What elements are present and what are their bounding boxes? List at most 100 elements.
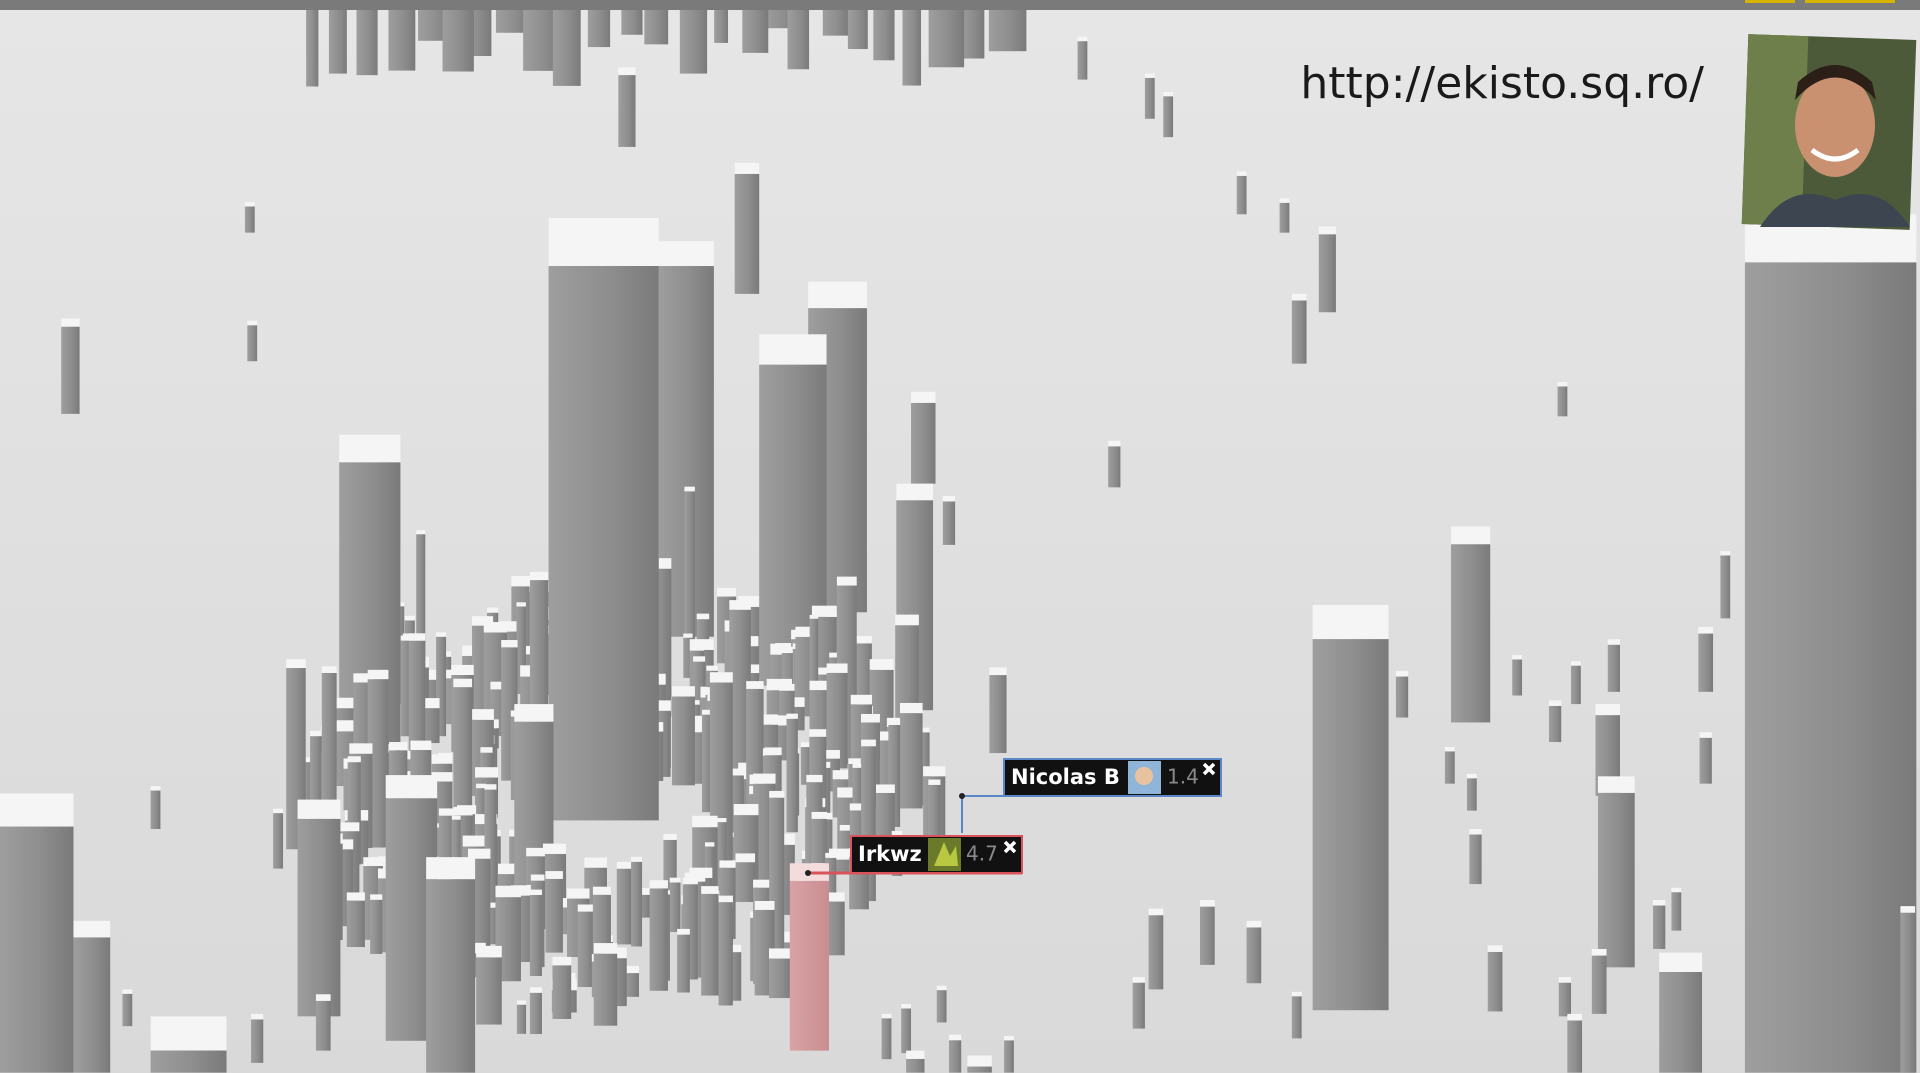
building-face [400, 640, 413, 737]
building-roof [484, 784, 497, 790]
building-face [899, 713, 923, 809]
anchor-dot [805, 870, 811, 876]
building-roof [800, 742, 812, 748]
building-roof [825, 852, 837, 858]
building-roof [339, 822, 360, 832]
building-roof [672, 686, 695, 697]
building-face [649, 888, 668, 991]
building-face [1659, 971, 1703, 1073]
toolbar-button[interactable] [1745, 0, 1795, 3]
building-roof [753, 879, 771, 888]
building-roof [753, 773, 776, 784]
building-face [1108, 446, 1121, 488]
building-face [388, 0, 416, 71]
photo-smile [1810, 147, 1860, 162]
building-roof [717, 818, 727, 823]
building-roof [472, 616, 494, 626]
building-face [644, 0, 669, 45]
building-face [623, 973, 640, 997]
building-roof [1548, 700, 1562, 706]
building-roof [855, 635, 872, 644]
building-roof [1653, 900, 1666, 906]
building-roof [490, 681, 508, 690]
building-face [717, 822, 727, 891]
building-roof [367, 669, 389, 680]
building-roof [832, 770, 853, 780]
building-face [1900, 912, 1916, 1073]
building-face [273, 813, 284, 869]
building-face [735, 862, 756, 902]
user-tag[interactable]: Nicolas B 1.4 [1003, 758, 1222, 797]
building-roof [919, 727, 930, 733]
building-roof [297, 799, 341, 819]
building-face [442, 1, 474, 72]
building-roof [891, 830, 903, 836]
building-roof [795, 626, 818, 637]
building-face [786, 718, 798, 833]
building-roof [273, 808, 284, 814]
building-roof [1597, 776, 1635, 793]
building-roof [73, 920, 111, 938]
building-face [370, 899, 383, 954]
building-roof [896, 483, 934, 501]
user-tag[interactable]: Irkwz 4.7 [850, 835, 1023, 874]
building-roof [809, 614, 819, 619]
toolbar-button[interactable] [1805, 0, 1895, 3]
building-roof [701, 709, 713, 715]
building-face [122, 993, 133, 1027]
building-roof [1671, 887, 1682, 893]
building-roof [339, 434, 401, 463]
building-roof [353, 673, 374, 683]
building-face [408, 640, 426, 769]
building-roof [826, 663, 848, 673]
building-roof [906, 1050, 925, 1059]
building-roof [1451, 526, 1491, 545]
building-roof [451, 815, 461, 820]
building-face [1720, 555, 1731, 619]
building-roof [402, 633, 412, 638]
building-roof [635, 887, 651, 895]
building-face [552, 965, 572, 1019]
building-roof [718, 895, 733, 903]
building-roof [438, 808, 456, 816]
building-roof [809, 680, 831, 691]
building-face [928, 3, 965, 68]
building-face [548, 265, 659, 821]
building-roof [1279, 198, 1290, 203]
building-roof [347, 756, 361, 763]
building-roof [704, 842, 715, 847]
building-roof [514, 704, 554, 722]
building-face [684, 491, 695, 672]
building-roof [1312, 604, 1389, 640]
building-face [1163, 96, 1174, 138]
building-roof [1469, 828, 1482, 835]
close-icon[interactable] [1202, 762, 1216, 776]
building-roof [552, 956, 572, 966]
building-roof [696, 613, 710, 620]
building-face [1148, 915, 1164, 990]
building-roof [1595, 704, 1620, 716]
building-roof [475, 767, 499, 778]
close-icon[interactable] [1003, 840, 1017, 854]
building-roof [476, 945, 502, 958]
building-face [73, 937, 111, 1073]
building-face [1597, 792, 1635, 968]
building-face [516, 1004, 527, 1034]
building-roof [1699, 732, 1712, 738]
building-face [476, 957, 502, 1025]
building-face [453, 687, 473, 828]
building-roof [689, 724, 708, 733]
building-roof [649, 880, 668, 889]
building-roof [419, 669, 442, 680]
building-roof [1144, 73, 1155, 78]
building-face [321, 672, 337, 838]
building-roof [486, 607, 499, 613]
building-face [150, 790, 161, 829]
building-roof [1108, 440, 1121, 447]
building-roof [647, 558, 672, 569]
building-roof [462, 835, 488, 847]
building-face [1291, 996, 1302, 1039]
site-url[interactable]: http://ekisto.sq.ro/ [1300, 58, 1704, 109]
building-face [800, 747, 812, 785]
